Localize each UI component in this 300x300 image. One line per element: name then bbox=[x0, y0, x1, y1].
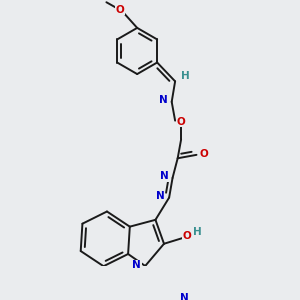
Text: H: H bbox=[193, 227, 202, 237]
Text: O: O bbox=[183, 231, 191, 241]
Text: O: O bbox=[200, 149, 208, 159]
Text: N: N bbox=[160, 171, 168, 181]
Text: N: N bbox=[159, 95, 167, 105]
Text: H: H bbox=[181, 71, 190, 81]
Text: N: N bbox=[156, 191, 165, 201]
Text: N: N bbox=[132, 260, 141, 270]
Text: N: N bbox=[180, 292, 189, 300]
Text: O: O bbox=[177, 116, 185, 127]
Text: O: O bbox=[116, 5, 124, 15]
